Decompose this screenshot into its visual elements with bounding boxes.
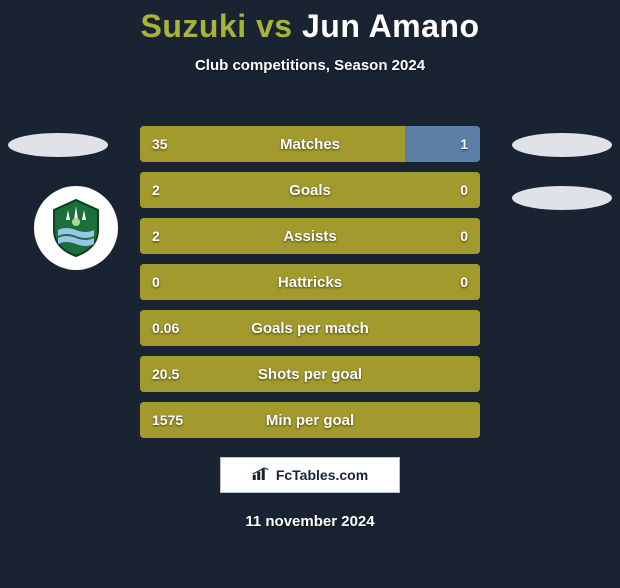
bar-label: Goals per match	[140, 310, 480, 346]
bar-value-left: 35	[152, 126, 168, 162]
bar-value-left: 1575	[152, 402, 183, 438]
watermark-text: FcTables.com	[276, 467, 368, 483]
stat-row-shots-per-goal: Shots per goal20.5	[140, 356, 480, 392]
player1-name: Suzuki	[140, 8, 246, 44]
bar-value-left: 2	[152, 172, 160, 208]
bar-value-left: 20.5	[152, 356, 179, 392]
stat-bars: Matches351Goals20Assists20Hattricks00Goa…	[140, 126, 480, 448]
comparison-title: Suzuki vs Jun Amano	[0, 8, 620, 45]
stat-row-min-per-goal: Min per goal1575	[140, 402, 480, 438]
bar-label: Matches	[140, 126, 480, 162]
bar-value-right: 0	[460, 218, 468, 254]
bar-label: Assists	[140, 218, 480, 254]
stat-row-goals-per-match: Goals per match0.06	[140, 310, 480, 346]
bar-label: Hattricks	[140, 264, 480, 300]
bar-value-left: 0	[152, 264, 160, 300]
stat-row-goals: Goals2 0	[140, 172, 480, 208]
bar-label: Goals	[140, 172, 480, 208]
bar-chart-icon	[252, 467, 270, 484]
bar-label: Shots per goal	[140, 356, 480, 392]
stat-row-assists: Assists2 0	[140, 218, 480, 254]
player2-placeholder-oval	[512, 133, 612, 157]
player2-name: Jun Amano	[302, 8, 480, 44]
subtitle: Club competitions, Season 2024	[0, 57, 620, 74]
stat-row-hattricks: Hattricks0 0	[140, 264, 480, 300]
player2-club-placeholder-oval	[512, 186, 612, 210]
bar-label: Min per goal	[140, 402, 480, 438]
bar-value-left: 2	[152, 218, 160, 254]
bar-value-right: 1	[460, 126, 468, 162]
fctables-watermark: FcTables.com	[220, 457, 400, 493]
generated-date: 11 november 2024	[0, 513, 620, 530]
shonan-bellmare-crest-icon	[44, 196, 108, 260]
player1-club-badge	[34, 186, 118, 270]
vs-label: vs	[256, 8, 293, 44]
bar-value-left: 0.06	[152, 310, 179, 346]
player1-placeholder-oval	[8, 133, 108, 157]
bar-value-right: 0	[460, 172, 468, 208]
stat-row-matches: Matches35 1	[140, 126, 480, 162]
bar-value-right: 0	[460, 264, 468, 300]
